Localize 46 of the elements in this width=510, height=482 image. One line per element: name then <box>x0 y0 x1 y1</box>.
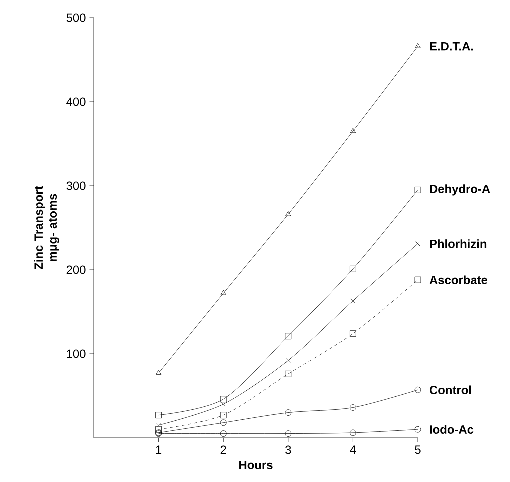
point <box>350 330 356 338</box>
x-tick-label: 5 <box>415 446 421 454</box>
series-label: Ascorbate <box>430 276 488 284</box>
series-label: Iodo-Ac <box>430 425 474 434</box>
point <box>414 386 422 394</box>
point <box>220 412 227 419</box>
y-tick-label: 200 <box>66 266 86 274</box>
point <box>286 358 291 364</box>
point <box>220 396 227 403</box>
series-label: Dehydro-A <box>430 184 490 196</box>
point <box>285 430 292 437</box>
x-tick-label: 4 <box>350 446 356 454</box>
point <box>350 266 356 272</box>
point <box>220 290 226 296</box>
x-tick-label: 3 <box>286 446 292 454</box>
point <box>414 276 422 284</box>
y-tick-label: 500 <box>66 14 86 22</box>
point <box>350 404 356 411</box>
point <box>350 430 356 436</box>
series-label: E.D.T.A. <box>430 42 474 51</box>
point <box>285 410 292 416</box>
point <box>414 187 422 194</box>
point <box>416 242 420 246</box>
point <box>350 298 356 304</box>
point <box>286 211 292 216</box>
x-tick-label: 1 <box>156 446 162 454</box>
x-tick-label: 2 <box>220 446 226 454</box>
point <box>156 412 162 419</box>
x-axis-title: Hours <box>240 461 273 470</box>
point <box>350 128 356 134</box>
y-tick-label: 100 <box>67 350 86 358</box>
series-label: Control <box>430 386 472 394</box>
point <box>285 333 292 340</box>
point <box>220 430 227 437</box>
point <box>156 423 162 428</box>
series-label: Phlorhizin <box>430 240 487 248</box>
point <box>156 370 162 376</box>
point <box>414 426 422 433</box>
y-tick-label: 300 <box>66 182 86 190</box>
point <box>415 43 421 48</box>
y-axis-title: Zinc Transport mμg- atoms <box>34 186 60 270</box>
y-tick-label: 400 <box>66 98 86 106</box>
point <box>156 426 162 433</box>
point <box>220 420 227 426</box>
point <box>221 402 226 407</box>
point <box>285 370 292 378</box>
